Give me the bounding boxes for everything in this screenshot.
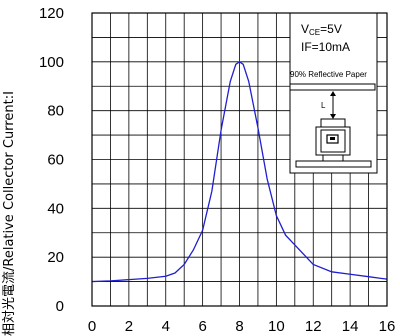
plot-frame — [91, 12, 388, 307]
y-axis-label: 相対光電流/Relative Collector Current:I — [2, 91, 17, 336]
y-tick-label: 20 — [47, 249, 64, 266]
vce-prefix: V — [301, 22, 309, 36]
x-tick-label: 6 — [198, 318, 206, 335]
distance-label: L — [321, 101, 326, 110]
x-tick-label: 10 — [268, 318, 285, 335]
x-tick-label: 8 — [235, 318, 243, 335]
y-tick-label: 60 — [47, 152, 64, 169]
x-tick-label: 2 — [125, 318, 133, 335]
vce-value: =5V — [320, 22, 342, 36]
vce-sub: CE — [309, 28, 320, 37]
series-line — [91, 61, 388, 283]
vce-label: VCE=5V — [301, 22, 342, 37]
x-tick-label: 0 — [88, 318, 96, 335]
sensor-icon — [295, 118, 372, 168]
reflective-paper-icon — [289, 83, 376, 91]
test-condition-box: VCE=5V IF=10mA 90% Reflective Paper L — [289, 12, 378, 174]
y-tick-label: 0 — [56, 298, 64, 315]
arrow-head-bottom — [330, 114, 336, 119]
y-tick-label: 80 — [47, 103, 64, 120]
x-tick-label: 4 — [162, 318, 170, 335]
x-tick-label: 14 — [342, 318, 359, 335]
x-tick-label: 16 — [379, 318, 396, 335]
y-tick-label: 120 — [39, 5, 64, 22]
y-tick-label: 100 — [39, 54, 64, 71]
if-label: IF=10mA — [301, 40, 350, 54]
tick-labels: 0 2 4 6 8 10 12 14 16 0 20 40 60 80 100 120 — [39, 5, 395, 335]
reflective-paper-label: 90% Reflective Paper — [290, 70, 367, 79]
arrow-head-top — [330, 91, 336, 96]
x-tick-label: 12 — [305, 318, 322, 335]
y-tick-label: 40 — [47, 200, 64, 217]
